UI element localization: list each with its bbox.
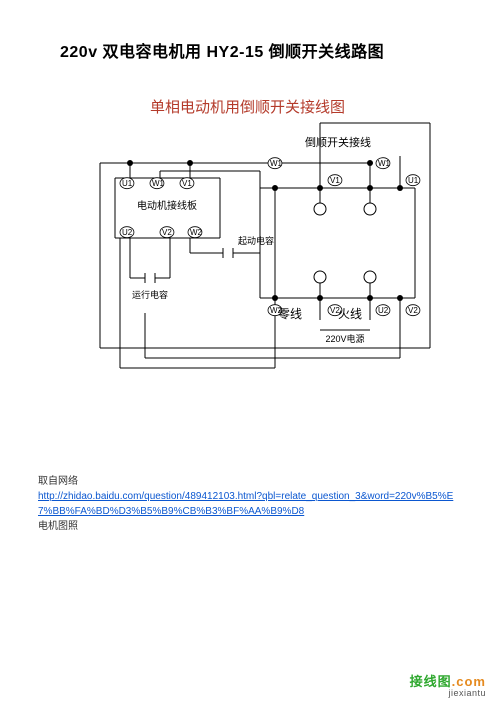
junction-node <box>397 185 403 191</box>
pin-label: W1 <box>152 179 165 188</box>
page-title: 220v 双电容电机用 HY2-15 倒顺开关线路图 <box>60 38 384 62</box>
junction-node <box>367 295 373 301</box>
watermark-top: 接线图.com <box>410 675 486 689</box>
watermark: 接线图.com jiexiantu <box>410 675 486 698</box>
terminal-open <box>364 271 376 283</box>
pin-label: U2 <box>122 228 133 237</box>
junction-node <box>367 185 373 191</box>
watermark-bottom: jiexiantu <box>410 689 486 698</box>
pin-label: V1 <box>330 176 340 185</box>
source-link[interactable]: http://zhidao.baidu.com/question/4894121… <box>38 491 453 517</box>
junction-node <box>272 295 278 301</box>
junction-node <box>317 185 323 191</box>
footer-line-1: 取自网络 <box>38 474 458 489</box>
pin-label: W2 <box>190 228 203 237</box>
terminal-open <box>314 203 326 215</box>
footer-block: 取自网络 http://zhidao.baidu.com/question/48… <box>38 474 458 534</box>
pin-label: W1 <box>270 159 283 168</box>
junction-node <box>187 160 193 166</box>
junction-node <box>272 185 278 191</box>
junction-node <box>397 295 403 301</box>
diagram-label: 电动机接线板 <box>137 199 197 212</box>
pin-label: V2 <box>408 306 418 315</box>
pin-label: V2 <box>162 228 172 237</box>
diagram-label: 火线 <box>338 307 362 321</box>
junction-node <box>367 160 373 166</box>
pin-label: W1 <box>378 159 391 168</box>
document-page: 220v 双电容电机用 HY2-15 倒顺开关线路图 单相电动机用倒顺开关接线图… <box>0 0 500 708</box>
diagram-label: 运行电容 <box>132 289 168 300</box>
wiring-diagram: 倒顺开关接线W1V1W1U1W2V2U2V2U1W1V1U2V2W2电动机接线板… <box>60 118 440 388</box>
pin-label: U2 <box>378 306 389 315</box>
pin-label: U1 <box>408 176 419 185</box>
diagram-label: 零线 <box>278 307 302 321</box>
diagram-label: 倒顺开关接线 <box>305 135 371 149</box>
footer-line-3: 电机图照 <box>38 519 458 534</box>
terminal-open <box>314 271 326 283</box>
diagram-subtitle: 单相电动机用倒顺开关接线图 <box>150 96 345 117</box>
junction-node <box>317 295 323 301</box>
watermark-green: 接线图 <box>410 674 452 689</box>
watermark-orange: com <box>456 674 486 689</box>
pin-label: U1 <box>122 179 133 188</box>
junction-node <box>127 160 133 166</box>
terminal-open <box>364 203 376 215</box>
diagram-label: 起动电容 <box>238 235 274 246</box>
pin-label: V1 <box>182 179 192 188</box>
diagram-label: 220V电源 <box>325 333 364 344</box>
